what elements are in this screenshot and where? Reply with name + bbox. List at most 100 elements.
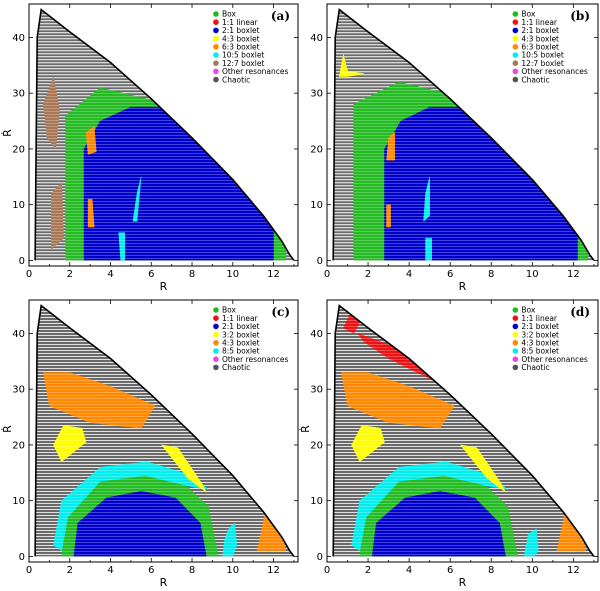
legend-marker <box>213 364 219 371</box>
legend-marker <box>213 315 219 322</box>
legend-label: Box <box>222 306 237 315</box>
legend-marker <box>512 323 519 330</box>
legend-label: 6:3 boxlet <box>521 43 559 52</box>
legend-marker <box>512 27 519 34</box>
x-tick-label: 2 <box>67 565 73 576</box>
y-tick-label: 40 <box>310 33 323 44</box>
legend-marker <box>213 68 219 75</box>
legend-label: 4:3 boxlet <box>521 34 559 43</box>
legend-label: 8:5 boxlet <box>222 347 260 356</box>
region-6-3-boxlet <box>85 126 97 155</box>
y-tick-label: 20 <box>310 144 323 155</box>
y-tick-label: 10 <box>12 200 25 211</box>
legend-marker <box>213 331 219 338</box>
region-4-3-boxlet <box>43 372 156 429</box>
legend-marker <box>512 315 519 322</box>
x-tick-label: 0 <box>324 269 330 280</box>
legend-label: 3:2 boxlet <box>222 330 260 339</box>
plot-frame <box>326 299 599 563</box>
y-tick-label: 20 <box>12 144 25 155</box>
x-tick-label: 2 <box>365 269 371 280</box>
panel-label: (b) <box>570 9 590 23</box>
y-tick-label: 30 <box>12 89 25 100</box>
legend-label: 1:1 linear <box>222 314 259 323</box>
x-tick-label: 0 <box>324 565 330 576</box>
legend-marker <box>213 307 219 313</box>
y-tick-label: 10 <box>310 200 323 211</box>
legend-marker <box>213 27 219 34</box>
x-tick-label: 4 <box>107 565 113 576</box>
zero-velocity-curve <box>332 8 595 261</box>
y-axis-label: Ṙ <box>1 129 14 137</box>
legend-label: 1:1 linear <box>222 18 259 27</box>
legend-marker <box>512 356 519 363</box>
legend-label: Chaotic <box>521 75 549 84</box>
x-tick-label: 2 <box>365 565 371 576</box>
x-axis-label: R <box>459 280 467 293</box>
legend-marker <box>213 60 219 66</box>
legend-marker <box>512 19 519 26</box>
legend-label: 10:5 boxlet <box>222 51 264 60</box>
legend-marker <box>512 307 519 313</box>
legend-label: 2:1 boxlet <box>521 26 559 35</box>
legend-marker <box>213 323 219 330</box>
region-12-7-boxlet <box>51 181 64 250</box>
legend-marker <box>512 340 519 346</box>
legend-label: Chaotic <box>222 75 250 84</box>
legend-marker <box>213 44 219 50</box>
legend-marker <box>213 19 219 26</box>
region-6-3-boxlet <box>87 198 95 228</box>
x-tick-label: 4 <box>406 269 412 280</box>
region-8-5-boxlet <box>53 461 210 552</box>
x-tick-label: 12 <box>267 565 280 576</box>
y-tick-label: 40 <box>310 329 323 340</box>
x-tick-label: 10 <box>526 269 539 280</box>
legend-marker <box>512 331 519 338</box>
region-6-3-boxlet <box>386 204 391 228</box>
x-axis-label: R <box>160 280 168 293</box>
x-tick-label: 4 <box>406 565 412 576</box>
legend-label: 1:1 linear <box>521 18 558 27</box>
x-tick-label: 8 <box>488 565 494 576</box>
y-tick-label: 30 <box>310 385 323 396</box>
region-10-5-boxlet <box>132 176 142 222</box>
region-3-2-boxlet <box>160 444 207 493</box>
legend-marker <box>512 35 519 42</box>
legend-label: Box <box>521 306 536 315</box>
legend-label: 2:1 boxlet <box>222 322 260 331</box>
legend-marker <box>512 52 519 58</box>
x-tick-label: 0 <box>26 269 32 280</box>
zero-velocity-curve <box>332 304 595 557</box>
y-tick-label: 0 <box>317 256 323 267</box>
region-3-2-boxlet <box>459 444 506 493</box>
y-tick-label: 20 <box>310 440 323 451</box>
y-tick-label: 30 <box>12 385 25 396</box>
legend-marker <box>213 35 219 42</box>
legend-marker <box>213 348 219 354</box>
region-6-3-boxlet <box>386 131 396 161</box>
legend-marker <box>213 76 219 83</box>
legend-marker <box>512 11 519 17</box>
y-tick-label: 0 <box>19 256 25 267</box>
plot-frame <box>326 3 599 267</box>
x-tick-label: 8 <box>189 565 195 576</box>
x-tick-label: 12 <box>267 269 280 280</box>
panel-label: (c) <box>271 305 290 319</box>
legend-label: 12:7 boxlet <box>521 59 563 68</box>
panel-label: (a) <box>271 9 290 23</box>
y-tick-label: 10 <box>310 496 323 507</box>
region-10-5-boxlet <box>425 237 432 261</box>
legend-marker <box>512 364 519 371</box>
plot-frame <box>28 299 299 563</box>
legend-marker <box>213 52 219 58</box>
y-tick-label: 30 <box>310 89 323 100</box>
legend-marker <box>213 356 219 363</box>
x-tick-label: 10 <box>526 565 539 576</box>
